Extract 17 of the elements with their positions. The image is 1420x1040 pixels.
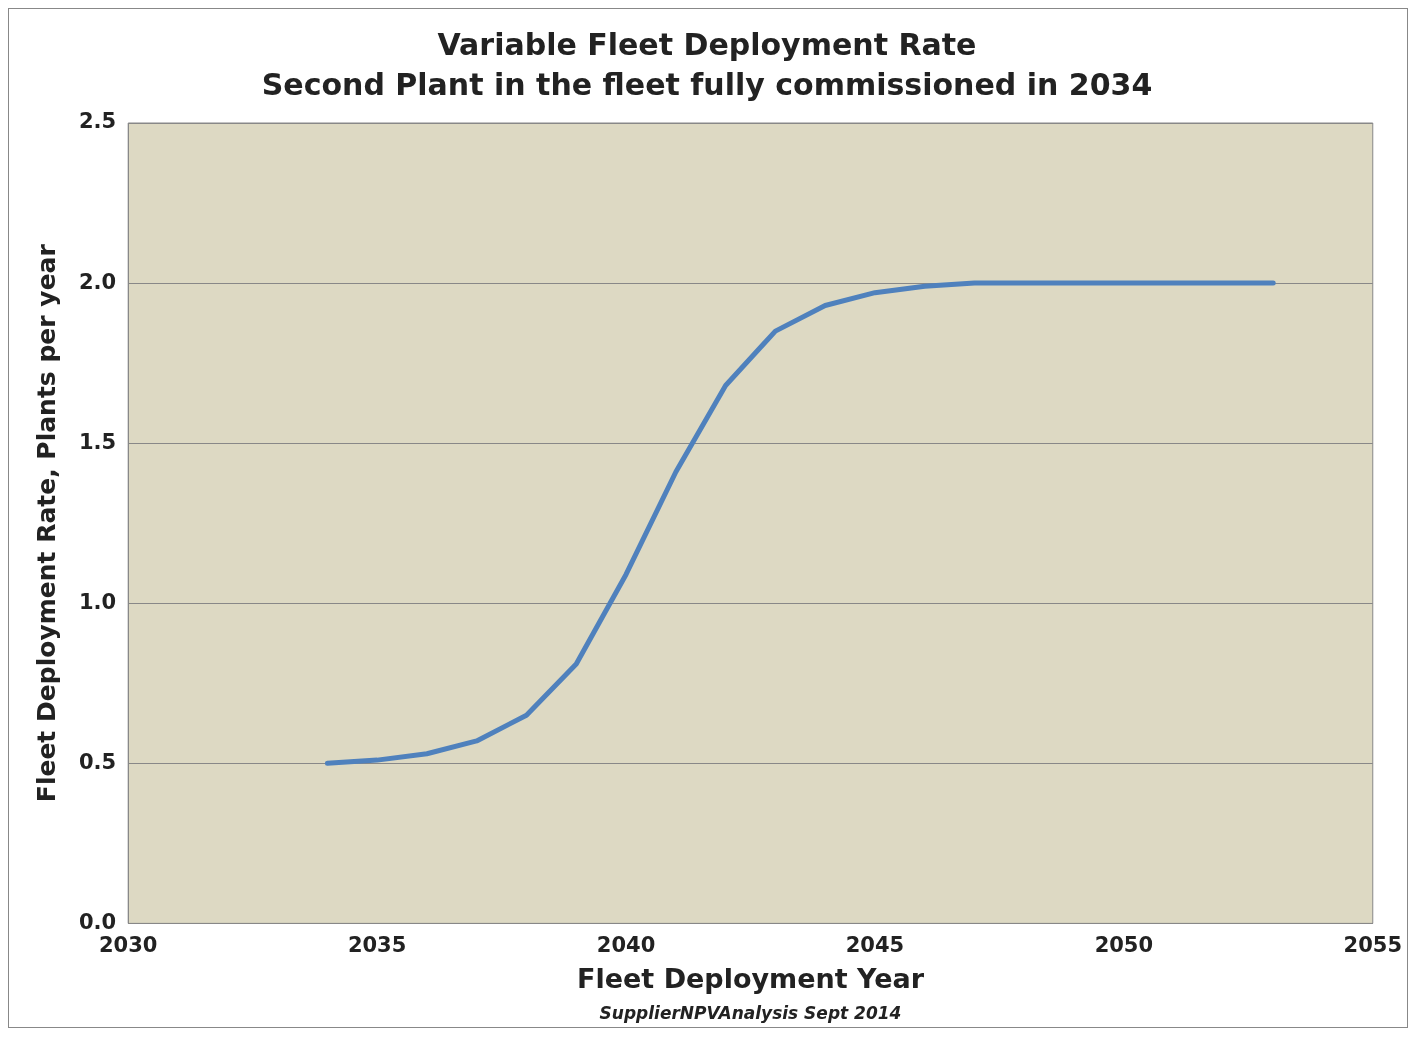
y-tick-label: 2.0 [79,269,117,294]
x-axis-title: Fleet Deployment Year [577,962,925,994]
y-tick-label: 2.5 [79,109,117,134]
y-axis-title: Fleet Deployment Rate, Plants per year [31,243,61,803]
y-tick-label: 1.0 [79,589,117,614]
y-tick-label: 1.5 [79,429,117,454]
y-tick-label: 0.0 [79,909,117,934]
chart-subtitle: Second Plant in the fleet fully commissioned in 2034 [261,66,1153,102]
x-tick-label: 2040 [596,933,656,958]
x-tick-label: 2030 [98,933,158,958]
x-tick-label: 2055 [1343,933,1402,958]
text: SupplierNPVAnalysis Sept 2014 [599,1002,902,1023]
y-tick-label: 0.5 [79,749,117,774]
chart-title: Variable Fleet Deployment Rate [437,26,977,62]
x-tick-label: 2045 [845,933,905,958]
x-tick-label: 2035 [347,933,407,958]
x-tick-label: 2050 [1094,933,1154,958]
